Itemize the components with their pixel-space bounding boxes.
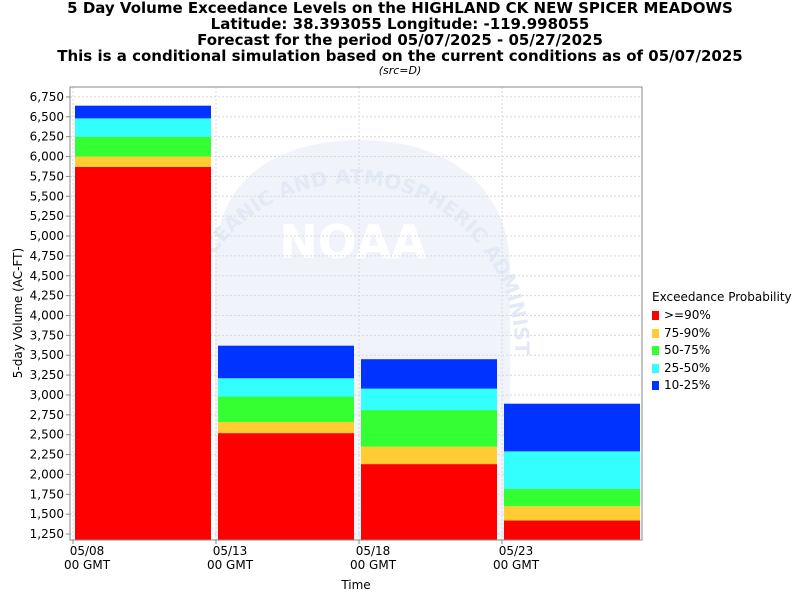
y-tick-label: 3,500 (30, 348, 64, 362)
noaa-watermark-logo-text: NOAA (279, 215, 427, 269)
x-tick-sublabel: 00 GMT (493, 558, 540, 572)
legend-swatch (652, 328, 659, 338)
bar-segment-3 (218, 378, 354, 397)
legend-swatch (652, 311, 659, 321)
legend-label: 10-25% (664, 378, 711, 393)
bar-segment-3 (504, 451, 640, 489)
y-tick-label: 6,750 (30, 90, 64, 104)
bar-segment-2 (218, 396, 354, 422)
x-tick-label: 05/08 (70, 544, 105, 558)
legend-item: 50-75% (652, 342, 792, 360)
bar-segment-4 (218, 345, 354, 379)
bar-segment-4 (75, 105, 211, 119)
y-tick-label: 3,000 (30, 388, 64, 402)
y-tick-label: 5,000 (30, 229, 64, 243)
bar-segment-4 (504, 403, 640, 452)
y-tick-label: 4,250 (30, 289, 64, 303)
bar-group-05-23 (504, 403, 640, 540)
legend: Exceedance Probability >=90% 75-90% 50-75%… (652, 289, 792, 395)
axes: 1,250 1,500 1,750 2,000 2,250 2,500 2,750 3,000… (30, 86, 643, 572)
y-tick-label: 1,750 (30, 487, 64, 501)
chart-source-note: (src=D) (378, 64, 422, 77)
chart-title-line-2: Latitude: 38.393055 Longitude: -119.9980… (210, 15, 590, 33)
legend-label: 25-50% (664, 360, 711, 375)
bar-segment-3 (361, 388, 497, 411)
legend-item: >=90% (652, 307, 792, 325)
y-tick-label: 2,750 (30, 408, 64, 422)
legend-label: 75-90% (664, 325, 711, 340)
y-tick-label: 4,000 (30, 308, 64, 322)
chart-title-line-3: Forecast for the period 05/07/2025 - 05/… (197, 31, 603, 49)
y-tick-label: 4,750 (30, 249, 64, 263)
x-tick-sublabel: 00 GMT (207, 558, 254, 572)
bar-group-05-18 (361, 359, 497, 540)
y-tick-label: 2,000 (30, 467, 64, 481)
bar-segment-1 (361, 446, 497, 465)
bar-segment-2 (75, 136, 211, 157)
y-tick-label: 1,500 (30, 507, 64, 521)
y-tick-label: 5,500 (30, 189, 64, 203)
legend-swatch (652, 381, 659, 391)
x-tick-label: 05/18 (356, 544, 391, 558)
bar-segment-0 (361, 464, 497, 540)
title-block: 5 Day Volume Exceedance Levels on the HI… (0, 0, 800, 78)
plot-frame (69, 86, 643, 541)
legend-label: >=90% (664, 308, 711, 323)
legend-item: 10-25% (652, 377, 792, 395)
chart-title-line-4: This is a conditional simulation based o… (57, 47, 743, 65)
y-tick-label: 5,750 (30, 169, 64, 183)
bar-segment-3 (75, 118, 211, 137)
chart-title-line-1: 5 Day Volume Exceedance Levels on the HI… (67, 0, 733, 17)
y-tick-label: 2,500 (30, 428, 64, 442)
y-tick-label: 3,250 (30, 368, 64, 382)
y-tick-label: 2,250 (30, 448, 64, 462)
y-tick-label: 6,250 (30, 130, 64, 144)
bar-segment-0 (75, 166, 211, 541)
legend-items: >=90% 75-90% 50-75% 25-50% 10-25% (652, 307, 792, 395)
legend-swatch (652, 363, 659, 373)
x-tick-sublabel: 00 GMT (350, 558, 397, 572)
bar-segment-0 (218, 433, 354, 540)
bar-segment-1 (218, 421, 354, 434)
x-tick-sublabel: 00 GMT (64, 558, 111, 572)
legend-item: 25-50% (652, 360, 792, 378)
legend-title: Exceedance Probability (652, 290, 792, 304)
legend-item: 75-90% (652, 325, 792, 343)
legend-swatch (652, 346, 659, 356)
bar-segment-4 (361, 359, 497, 389)
bar-segment-2 (504, 488, 640, 507)
legend-label: 50-75% (664, 343, 711, 358)
bar-segment-0 (504, 520, 640, 540)
bars-group (75, 105, 640, 541)
y-tick-label: 5,250 (30, 209, 64, 223)
y-tick-label: 6,000 (30, 150, 64, 164)
bar-segment-2 (361, 410, 497, 447)
bar-group-05-08 (75, 105, 211, 541)
x-tick-label: 05/13 (213, 544, 248, 558)
x-axis-label: Time (341, 578, 371, 592)
y-axis-label: 5-day Volume (AC-FT) (11, 247, 25, 379)
bar-group-05-13 (218, 345, 354, 540)
x-tick-label: 05/23 (499, 544, 534, 558)
y-tick-label: 3,750 (30, 328, 64, 342)
y-tick-label: 6,500 (30, 110, 64, 124)
bar-segment-1 (75, 156, 211, 167)
bar-segment-1 (504, 506, 640, 521)
y-tick-label: 4,500 (30, 269, 64, 283)
y-tick-label: 1,250 (30, 527, 64, 541)
